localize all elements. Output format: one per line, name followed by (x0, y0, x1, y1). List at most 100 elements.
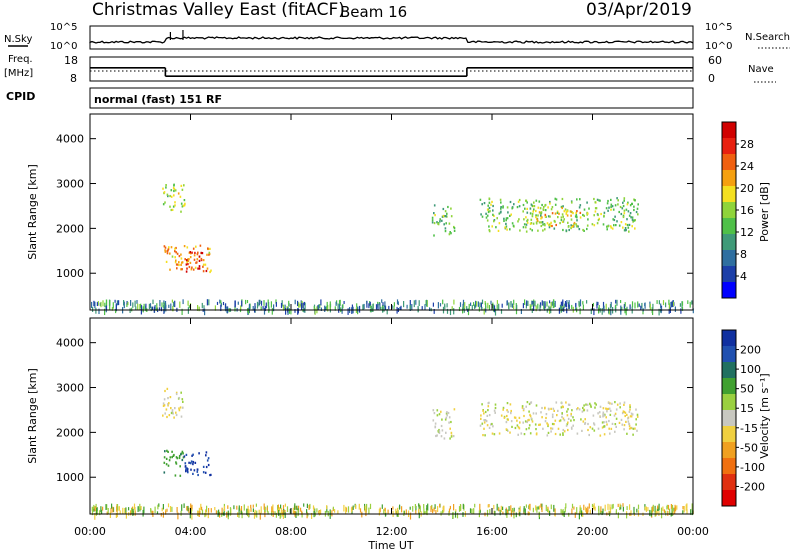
echo-cell (593, 429, 596, 432)
echo-cell (633, 208, 635, 212)
x-tick-label: 12:00 (376, 525, 408, 538)
echo-cell (609, 413, 612, 416)
echo-cell (436, 221, 438, 224)
echo-cell (525, 230, 528, 233)
clutter-cell (151, 306, 153, 311)
echo-cell (491, 225, 493, 228)
clutter-cell (111, 503, 113, 509)
echo-cell (550, 430, 552, 433)
echo-cell (610, 205, 612, 208)
echo-cell (444, 215, 446, 218)
echo-cell (558, 212, 560, 215)
clutter-cell (267, 299, 269, 307)
clutter-cell (571, 508, 573, 515)
echo-cell (500, 201, 502, 204)
echo-cell (520, 432, 523, 435)
echo-cell (506, 402, 509, 405)
echo-cell (182, 452, 184, 455)
echo-cell (483, 427, 485, 430)
echo-cell (491, 432, 494, 435)
echo-cell (575, 225, 578, 228)
clutter-cell (680, 308, 682, 314)
clutter-cell (616, 299, 618, 306)
clutter-cell (412, 506, 414, 512)
clutter-cell (387, 509, 389, 514)
clutter-cell (467, 308, 470, 316)
clutter-cell (300, 507, 302, 512)
echo-cell (623, 410, 626, 414)
echo-cell (450, 232, 452, 235)
clutter-cell (125, 512, 127, 519)
colorbar-swatch (722, 410, 736, 427)
clutter-cell (508, 302, 510, 310)
echo-cell (551, 413, 554, 416)
clutter-cell (105, 299, 108, 306)
echo-cell (570, 218, 573, 221)
clutter-cell (140, 303, 142, 308)
echo-cell (563, 218, 565, 221)
clutter-cell (338, 304, 341, 311)
clutter-cell (493, 504, 495, 510)
echo-cell (526, 401, 529, 404)
nave-label: Nave (748, 64, 774, 75)
clutter-cell (363, 303, 365, 310)
clutter-cell (640, 305, 642, 310)
echo-cell (206, 253, 208, 256)
clutter-cell (398, 505, 401, 510)
echo-cell (444, 210, 447, 213)
echo-cell (537, 206, 540, 209)
clutter-cell (313, 506, 315, 513)
echo-cell (166, 415, 168, 419)
echo-cell (171, 208, 174, 211)
clutter-cell (380, 306, 382, 310)
clutter-cell (456, 512, 459, 519)
echo-cell (610, 203, 613, 206)
clutter-cell (433, 309, 435, 314)
echo-cell (444, 230, 447, 233)
echo-cell (560, 216, 563, 219)
clutter-cell (347, 506, 350, 513)
clutter-cell (188, 305, 190, 309)
clutter-cell (498, 303, 500, 311)
echo-cell (181, 398, 184, 401)
echo-cell (554, 203, 557, 206)
clutter-cell (674, 508, 676, 514)
echo-cell (625, 229, 627, 232)
clutter-cell (225, 303, 227, 309)
clutter-cell (565, 503, 567, 509)
echo-cell (201, 252, 204, 255)
clutter-cell (535, 305, 537, 312)
clutter-cell (667, 510, 669, 516)
clutter-cell (306, 503, 308, 509)
clutter-cell (366, 503, 368, 510)
nsky-line (89, 36, 694, 44)
echo-cell (433, 212, 435, 215)
clutter-cell (384, 508, 386, 515)
clutter-cell (104, 308, 106, 316)
echo-cell (593, 214, 595, 217)
echo-cell (535, 428, 537, 431)
echo-cell (603, 414, 605, 417)
echo-cell (196, 253, 199, 256)
clutter-cell (649, 303, 651, 311)
echo-cell (433, 222, 436, 225)
clutter-cell (409, 305, 412, 309)
echo-cell (510, 409, 512, 413)
echo-cell (525, 216, 527, 219)
clutter-cell (364, 505, 366, 513)
clutter-cell (400, 305, 402, 311)
echo-cell (174, 261, 177, 264)
echo-cell (548, 226, 551, 229)
clutter-cell (352, 505, 354, 510)
echo-cell (517, 433, 519, 436)
clutter-cell (592, 302, 594, 307)
clutter-cell (286, 506, 289, 513)
echo-cell (505, 219, 507, 222)
freq-left-tick-top: 18 (64, 54, 78, 67)
clutter-cell (589, 509, 591, 514)
echo-cell (531, 215, 534, 218)
echo-cell (567, 421, 569, 424)
echo-cell (480, 417, 482, 420)
clutter-cell (423, 504, 425, 509)
clutter-cell (432, 302, 434, 307)
